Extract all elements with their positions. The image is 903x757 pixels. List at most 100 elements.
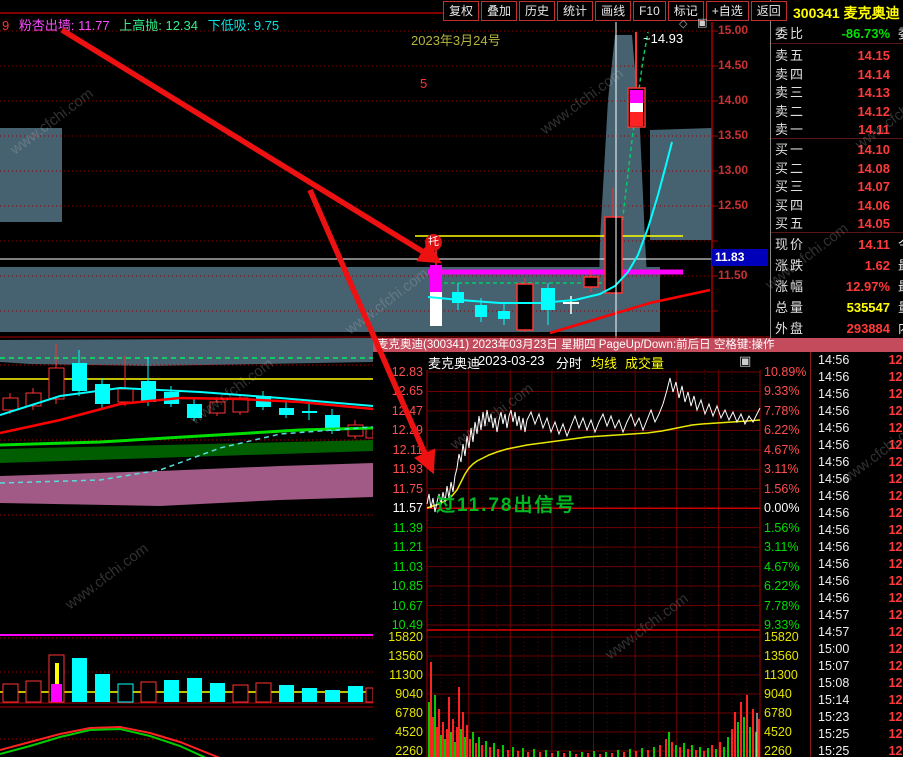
- toolbar-button-+自选[interactable]: +自选: [705, 1, 749, 21]
- price-axis-label: 14.00: [718, 93, 749, 107]
- bid-row-label: 买三: [775, 179, 806, 195]
- tape-row: 15:25 12.: [811, 743, 903, 757]
- date-annotation: 2023年3月24号: [411, 33, 501, 48]
- tape-row: 14:56 12.: [811, 454, 903, 471]
- bid-row: 买二 14.08: [771, 159, 903, 178]
- intraday-panel[interactable]: 麦克奥迪 2023-03-23 分时 均线 成交量 ▣ 12.83 12.65 12…: [373, 352, 810, 757]
- intraday-title: 麦克奥迪: [428, 356, 481, 371]
- bid-row: 买一 14.10: [771, 140, 903, 159]
- split-screen-icon[interactable]: ▣: [697, 17, 708, 29]
- price-axis-label: 13.50: [718, 128, 749, 142]
- intraday-chart[interactable]: [373, 352, 810, 757]
- tape-time: 15:23: [818, 710, 850, 724]
- tape-row: 14:56 12.: [811, 471, 903, 488]
- weekly-kline-chart[interactable]: [0, 338, 373, 757]
- diamond-icon[interactable]: ◇: [679, 18, 688, 30]
- tape-time: 14:56: [818, 523, 850, 537]
- day-high-label: ~14.93: [643, 31, 684, 46]
- volume-axis-label: 15820: [764, 630, 799, 644]
- tape-time: 14:56: [818, 472, 850, 486]
- intraday-pct-label: 1.56%: [764, 520, 800, 535]
- toolbar-button-标记[interactable]: 标记: [667, 1, 704, 21]
- tick-list[interactable]: 14:56 12. 14:56 12. 14:56 12. 14:56 12. 14:56 12.…: [810, 352, 903, 757]
- tape-time: 14:57: [818, 608, 850, 622]
- volume-axis-label: 4520: [395, 725, 423, 739]
- toolbar-button-历史[interactable]: 历史: [519, 1, 556, 21]
- intraday-pct-label: 6.22%: [764, 423, 800, 438]
- intraday-pct-label: 7.78%: [764, 598, 800, 613]
- tape-price: 12.: [888, 574, 903, 588]
- weibi-row-value: -86.73%: [841, 26, 890, 41]
- weibi-row-suffix: 委: [898, 24, 903, 43]
- tape-row: 14:56 12.: [811, 403, 903, 420]
- bid-row: 买五 14.05: [771, 214, 903, 233]
- tape-price: 12.: [888, 608, 903, 622]
- stat-row-suffix: 内: [898, 319, 903, 338]
- tape-row: 14:56 12.: [811, 352, 903, 369]
- tape-row: 14:56 12.: [811, 590, 903, 607]
- separator: [771, 232, 903, 233]
- ask-row-value: 14.13: [857, 85, 890, 101]
- quote-panel: 300341 麦克奥迪 委比 -86.73% 委卖五 14.15 卖四 14.14 卖三 14…: [770, 0, 903, 338]
- ask-row: 卖五 14.15: [771, 46, 903, 65]
- tape-row: 14:57 12.: [811, 624, 903, 641]
- intraday-price-label: 11.57: [392, 501, 423, 516]
- toolbar-button-统计[interactable]: 统计: [557, 1, 594, 21]
- indicator-readout: 9 粉杏出墙: 11.77 上高抛: 12.34 下低吸: 9.75: [2, 15, 291, 34]
- ask-row: 卖四 14.14: [771, 65, 903, 84]
- stat-row-label: 涨幅: [775, 279, 806, 294]
- intraday-pct-label: 4.67%: [764, 559, 800, 574]
- stock-code-name[interactable]: 300341 麦克奥迪: [793, 5, 900, 21]
- tape-row: 14:56 12.: [811, 437, 903, 454]
- indicator-value: 上高抛: 12.34: [115, 18, 199, 33]
- toolbar-button-F10[interactable]: F10: [633, 1, 666, 21]
- stat-row-value: 1.62: [864, 258, 890, 273]
- tape-time: 14:56: [818, 421, 850, 435]
- tape-row: 15:00 12.: [811, 641, 903, 658]
- tape-price: 12.: [888, 455, 903, 469]
- intraday-price-label: 10.67: [391, 598, 423, 613]
- tape-price: 12.: [888, 370, 903, 384]
- volume-axis-label: 11300: [389, 668, 423, 682]
- intraday-mode-tab[interactable]: 分时: [556, 356, 583, 371]
- intraday-pct-label: 6.22%: [764, 579, 800, 594]
- tape-row: 14:56 12.: [811, 420, 903, 437]
- tape-time: 14:56: [818, 387, 850, 401]
- tape-row: 14:56 12.: [811, 539, 903, 556]
- bid-row-label: 买二: [775, 160, 806, 176]
- daily-kline-chart[interactable]: [0, 0, 770, 338]
- stat-row-value: 12.97%: [845, 279, 890, 294]
- stat-row-value: 535547: [846, 300, 890, 315]
- toolbar-button-复权[interactable]: 复权: [443, 1, 480, 21]
- panel-icon[interactable]: ▣: [739, 353, 752, 368]
- tape-row: 15:14 12.: [811, 692, 903, 709]
- tape-time: 14:56: [818, 404, 850, 418]
- stat-row: 现价 14.11 今: [771, 235, 903, 254]
- ask-row-label: 卖二: [775, 103, 806, 119]
- legend-volume[interactable]: 成交量: [625, 356, 665, 371]
- price-axis-label: 14.50: [718, 58, 749, 72]
- intraday-price-label: 12.83: [391, 365, 423, 379]
- intraday-pct-label: 3.11%: [764, 462, 799, 477]
- count-annotation: 5: [420, 76, 428, 91]
- tape-price: 12.: [888, 727, 903, 741]
- tape-time: 15:00: [818, 642, 850, 656]
- tape-row: 14:57 12.: [811, 607, 903, 624]
- tape-row: 14:56 12.: [811, 505, 903, 522]
- legend-average[interactable]: 均线: [591, 356, 618, 371]
- intraday-pct-label: 7.78%: [764, 403, 800, 418]
- status-bar: 麦克奥迪(300341) 2023年03月23日 星期四 PageUp/Down…: [373, 338, 903, 352]
- tape-row: 14:56 12.: [811, 522, 903, 539]
- bid-row-value: 14.05: [857, 216, 890, 232]
- toolbar-button-画线[interactable]: 画线: [595, 1, 632, 21]
- stat-row: 外盘 293884 内: [771, 319, 903, 338]
- ask-row: 卖二 14.12: [771, 102, 903, 121]
- tape-price: 12.: [888, 404, 903, 418]
- toolbar-button-返回[interactable]: 返回: [750, 1, 787, 21]
- intraday-price-label: 12.11: [392, 442, 423, 457]
- tape-row: 15:23 12.: [811, 709, 903, 726]
- tape-row: 15:08 12.: [811, 675, 903, 692]
- tuo-support-badge: 托: [425, 234, 442, 251]
- toolbar-button-叠加[interactable]: 叠加: [481, 1, 518, 21]
- tape-time: 15:08: [818, 676, 850, 690]
